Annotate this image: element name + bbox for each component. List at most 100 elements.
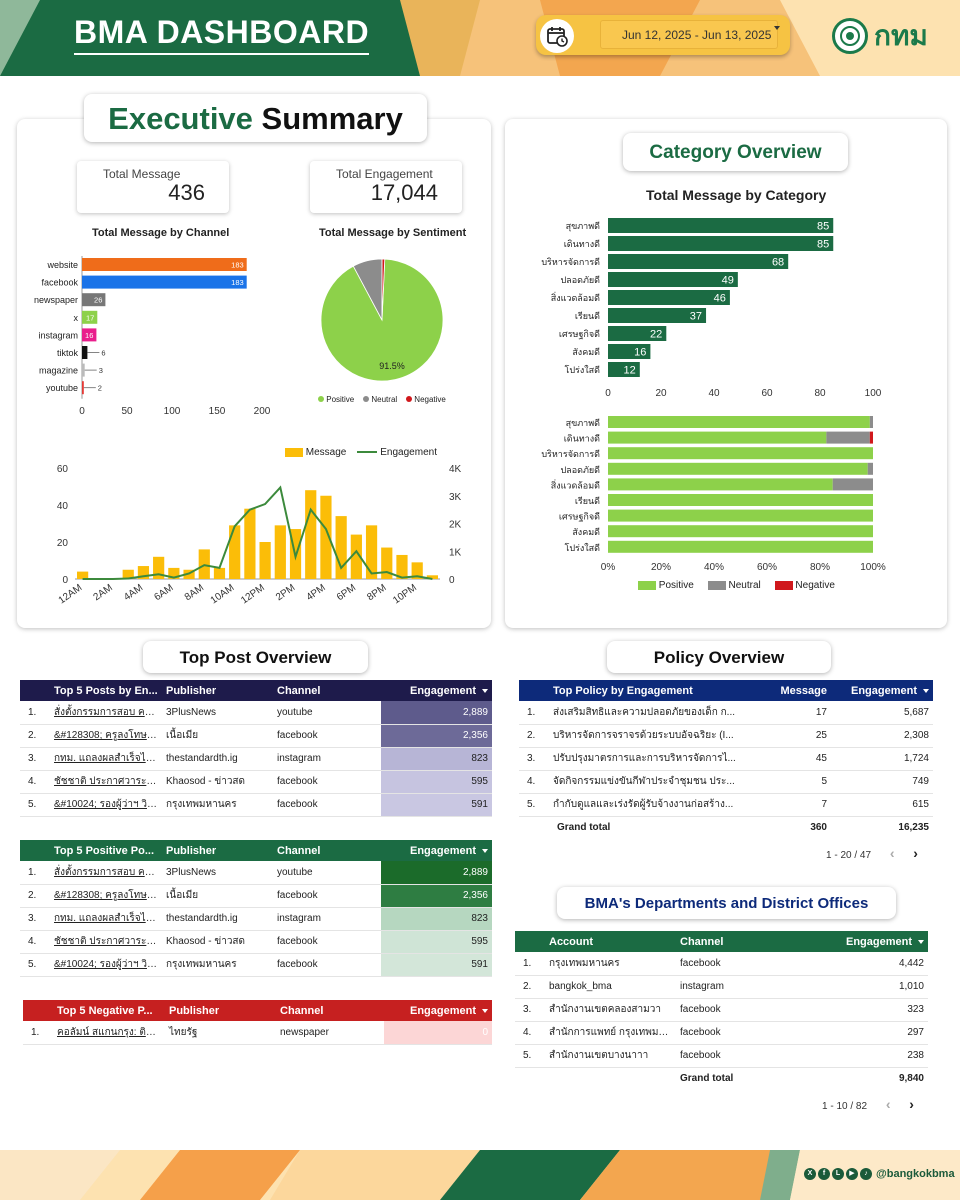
department-row[interactable]: 3. สำนักงานเขตคลองสามวา facebook 323 xyxy=(515,998,928,1022)
engagement-cell: 2,889 xyxy=(381,861,492,885)
tiktok-icon[interactable]: ♪ xyxy=(860,1168,872,1180)
x-icon[interactable]: X xyxy=(804,1168,816,1180)
col-channel[interactable]: Channel xyxy=(680,935,724,948)
post-link[interactable]: ชัชชาติ ประกาศวาระแห่งก... xyxy=(50,770,162,794)
message-bar xyxy=(122,569,134,579)
date-range-field[interactable]: Jun 12, 2025 - Jun 13, 2025 xyxy=(600,20,778,49)
post-link[interactable]: &#128308; ครูลงโทษนั... xyxy=(50,724,162,748)
col-engagement[interactable]: Engagement xyxy=(381,840,492,861)
policy-row[interactable]: 4. จัดกิจกรรมแข่งขันกีฬาประจำชุมชน ประ...… xyxy=(519,770,933,794)
date-range-picker[interactable]: Jun 12, 2025 - Jun 13, 2025 xyxy=(536,15,790,55)
chevron-right-icon[interactable]: › xyxy=(913,845,918,861)
category-label: instagram xyxy=(38,330,78,340)
grand-total-engagement: 9,840 xyxy=(898,1073,924,1085)
department-row[interactable]: 2. bangkok_bma instagram 1,010 xyxy=(515,975,928,999)
col-policy[interactable]: Top Policy by Engagement xyxy=(553,684,693,697)
chevron-down-icon[interactable] xyxy=(774,26,780,30)
col-publisher[interactable]: Publisher xyxy=(166,844,217,857)
post-link[interactable]: คอลัมน์ สแกนกรุง: ติด...ป... xyxy=(53,1021,165,1045)
chevron-right-icon[interactable]: › xyxy=(909,1096,914,1112)
col-message[interactable]: Message xyxy=(780,684,827,697)
col-engagement[interactable]: Engagement xyxy=(384,1000,492,1021)
col-post[interactable]: Top 5 Positive Po... xyxy=(54,844,155,857)
post-link[interactable]: สั่งตั้งกรรมการสอบ ครูลงโ... xyxy=(50,861,162,885)
col-publisher[interactable]: Publisher xyxy=(166,684,217,697)
col-post[interactable]: Top 5 Negative P... xyxy=(57,1004,153,1017)
post-link[interactable]: &#128308; ครูลงโทษนั... xyxy=(50,884,162,908)
policy-name-cell: จัดกิจกรรมแข่งขันกีฬาประจำชุมชน ประ... xyxy=(549,770,745,794)
engagement-cell: 595 xyxy=(381,930,492,954)
x-tick-label: 40 xyxy=(708,388,720,399)
positive-post-row[interactable]: 4.ชัชชาติ ประกาศวาระแห่งก...Khaosod - ข่… xyxy=(20,930,492,954)
row-index: 4. xyxy=(20,930,50,954)
top-post-overview-title: Top Post Overview xyxy=(143,641,368,673)
post-link[interactable]: ชัชชาติ ประกาศวาระแห่งก... xyxy=(50,930,162,954)
col-engagement-label: Engagement xyxy=(850,684,917,697)
negative-post-row[interactable]: 1. คอลัมน์ สแกนกรุง: ติด...ป... ไทยรัฐ news… xyxy=(23,1021,492,1045)
sort-desc-icon[interactable] xyxy=(923,688,929,693)
post-link[interactable]: สั่งตั้งกรรมการสอบ ครูลงโ... xyxy=(50,701,162,725)
category-label: ปลอดภัยดี xyxy=(560,465,600,475)
line-icon[interactable]: L xyxy=(832,1168,844,1180)
sort-desc-icon[interactable] xyxy=(482,848,488,853)
top-post-row[interactable]: 2. &#128308; ครูลงโทษนั... เนื้อเมีย facebo… xyxy=(20,724,492,748)
facebook-icon[interactable]: f xyxy=(818,1168,830,1180)
department-row[interactable]: 1. กรุงเทพมหานคร facebook 4,442 xyxy=(515,952,928,976)
col-channel[interactable]: Channel xyxy=(277,844,321,857)
youtube-icon[interactable]: ▶ xyxy=(846,1168,858,1180)
stacked-segment-neutral xyxy=(826,431,870,444)
positive-post-row[interactable]: 5. &#10024; รองผู้ว่าฯ วิศ... กรุงเทพมหานค… xyxy=(20,953,492,977)
policy-row[interactable]: 3. ปรับปรุงมาตรการและการบริหารจัดการไ... 4… xyxy=(519,747,933,771)
total-index xyxy=(515,1067,545,1090)
positive-post-row[interactable]: 2. &#128308; ครูลงโทษนั... เนื้อเมีย facebo… xyxy=(20,884,492,908)
sort-desc-icon[interactable] xyxy=(482,1008,488,1013)
row-index: 3. xyxy=(20,907,50,931)
post-link[interactable]: กทม. แถลงผลสำเร็จไฟจรา... xyxy=(50,747,162,771)
row-index: 1. xyxy=(23,1021,53,1045)
sort-desc-icon[interactable] xyxy=(482,688,488,693)
col-post[interactable]: Top 5 Posts by En... xyxy=(54,684,158,697)
x-tick-label: 8PM xyxy=(365,582,388,603)
sort-desc-icon[interactable] xyxy=(918,939,924,944)
category-label: เรียนดี xyxy=(575,311,600,321)
sentiment-pie-chart: 91.5% xyxy=(320,258,444,382)
top-post-row[interactable]: 3.กทม. แถลงผลสำเร็จไฟจรา...thestandardth… xyxy=(20,747,492,771)
post-link[interactable]: &#10024; รองผู้ว่าฯ วิศ... xyxy=(50,953,162,977)
category-label: ปลอดภัยดี xyxy=(560,275,600,285)
policy-row[interactable]: 5. กำกับดูแลและเร่งรัดผู้รับจ้างงานก่อสร้… xyxy=(519,793,933,817)
post-link[interactable]: &#10024; รองผู้ว่าฯ วิศ... xyxy=(50,793,162,817)
col-engagement[interactable]: Engagement xyxy=(797,931,928,952)
col-publisher[interactable]: Publisher xyxy=(169,1004,220,1017)
col-account[interactable]: Account xyxy=(549,935,593,948)
bar-value-label: 46 xyxy=(714,293,726,305)
category-label: x xyxy=(74,313,79,323)
department-row[interactable]: 4. สำนักการแพทย์ กรุงเทพมหานคร facebook 297 xyxy=(515,1021,928,1045)
col-channel[interactable]: Channel xyxy=(277,684,321,697)
bar-value-label: 6 xyxy=(101,349,105,358)
col-engagement[interactable]: Engagement xyxy=(381,680,492,701)
category-label: tiktok xyxy=(57,348,79,358)
chevron-left-icon[interactable]: ‹ xyxy=(889,845,895,861)
calendar-icon[interactable] xyxy=(540,19,574,53)
post-link[interactable]: กทม. แถลงผลสำเร็จไฟจรา... xyxy=(50,907,162,931)
positive-post-row[interactable]: 3.กทม. แถลงผลสำเร็จไฟจรา...thestandardth… xyxy=(20,907,492,931)
engagement-cell: 5,687 xyxy=(831,701,933,725)
channel-cell: youtube xyxy=(273,701,381,725)
category-label: เดินทางดี xyxy=(564,434,600,444)
top-post-row[interactable]: 4.ชัชชาติ ประกาศวาระแห่งก...Khaosod - ข่… xyxy=(20,770,492,794)
policy-row[interactable]: 2. บริหารจัดการจราจรด้วยระบบอัจฉริยะ (I..… xyxy=(519,724,933,748)
x-tick-label: 100 xyxy=(164,406,181,417)
policy-row[interactable]: 1. ส่งเสริมสิทธิและความปลอดภัยของเด็ก ก..… xyxy=(519,701,933,725)
col-channel[interactable]: Channel xyxy=(280,1004,324,1017)
col-engagement[interactable]: Engagement xyxy=(831,680,933,701)
category-bar xyxy=(608,344,651,359)
x-tick-label: 40% xyxy=(704,562,724,573)
message-cell: 25 xyxy=(745,724,831,748)
positive-post-row[interactable]: 1.สั่งตั้งกรรมการสอบ ครูลงโ...3PlusNewsy… xyxy=(20,861,492,885)
y-left-tick-label: 0 xyxy=(62,575,68,586)
x-tick-label: 10PM xyxy=(391,582,419,606)
top-post-row[interactable]: 1.สั่งตั้งกรรมการสอบ ครูลงโ...3PlusNewsy… xyxy=(20,701,492,725)
top-post-row[interactable]: 5. &#10024; รองผู้ว่าฯ วิศ... กรุงเทพมหานค… xyxy=(20,793,492,817)
department-row[interactable]: 5. สำนักงานเขตบางนาาา facebook 238 xyxy=(515,1044,928,1068)
chevron-left-icon[interactable]: ‹ xyxy=(885,1096,891,1112)
